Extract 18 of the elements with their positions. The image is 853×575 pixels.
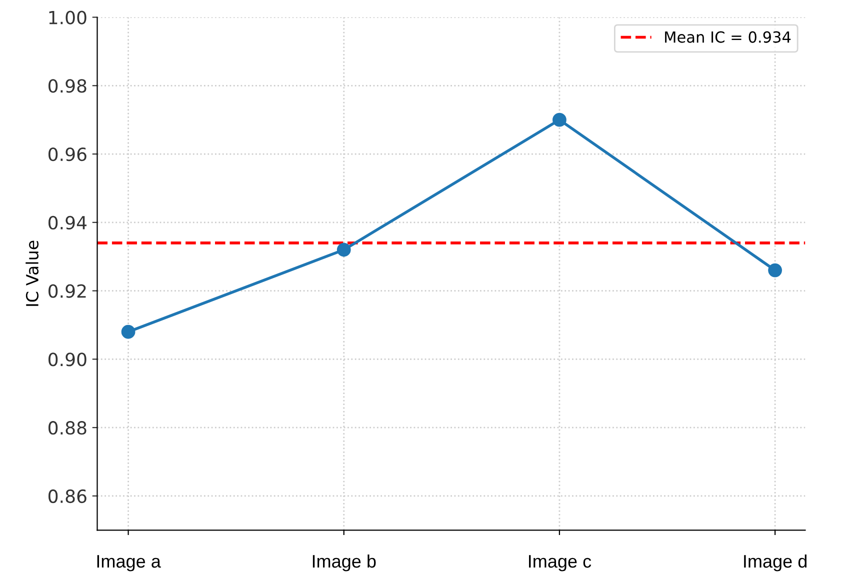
x-tick-label: Image a [97, 555, 161, 572]
y-tick-label: 0.94 [48, 216, 87, 230]
x-tick-label: Image c [529, 555, 592, 572]
point [121, 324, 136, 339]
y-tick-label: 1.00 [49, 10, 86, 24]
x-tick-label: Image b [312, 554, 376, 572]
point [336, 242, 351, 257]
y-tick-label: 0.88 [48, 421, 86, 435]
point [768, 263, 782, 278]
y-tick-label: 0.92 [48, 284, 86, 298]
y-tick-label: 0.98 [48, 79, 86, 93]
point [552, 112, 566, 127]
y-tick-label: 0.96 [48, 147, 86, 162]
x-tick-label: Image d [744, 554, 807, 572]
legend-label: Mean IC = 0.934 [665, 31, 791, 43]
y-tick-label: 0.90 [48, 352, 86, 366]
y-tick-label: 0.86 [48, 489, 86, 504]
y-axis-title: IC Value [26, 240, 39, 306]
